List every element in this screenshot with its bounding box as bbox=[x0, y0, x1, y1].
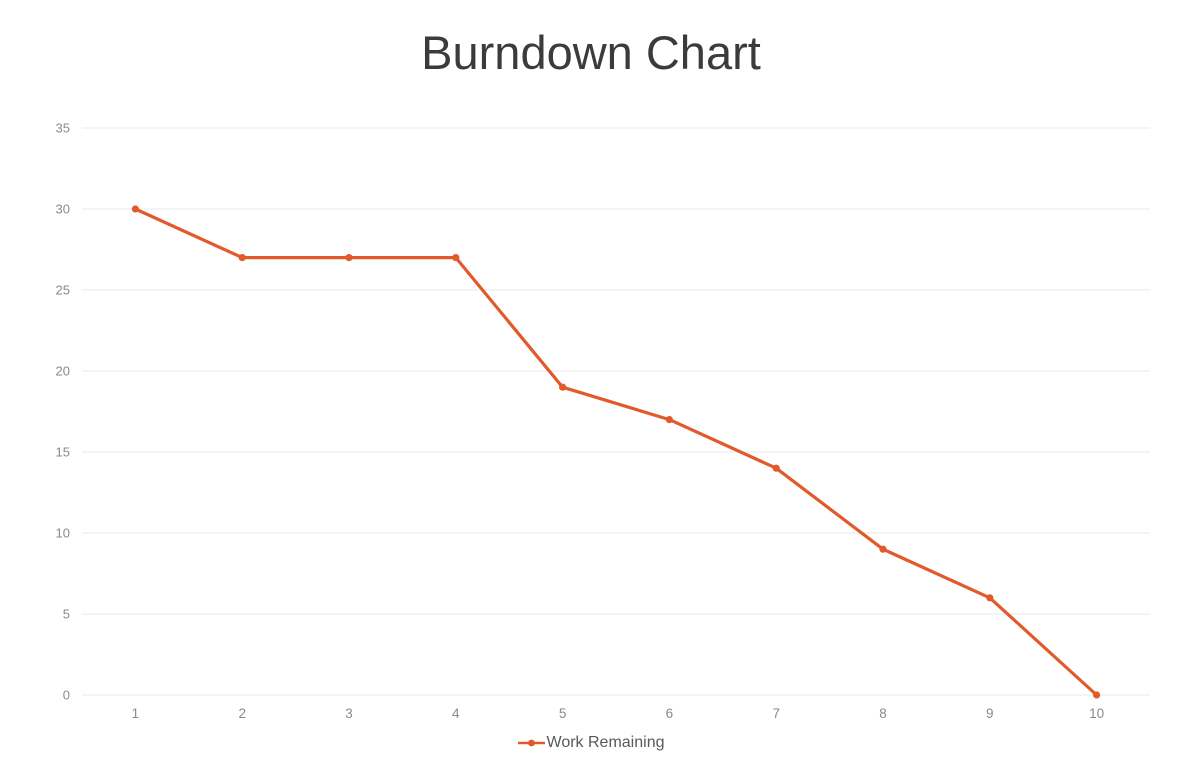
data-point-marker bbox=[879, 545, 887, 553]
x-tick-label: 4 bbox=[452, 706, 460, 721]
chart-title: Burndown Chart bbox=[421, 26, 761, 79]
y-tick-label: 0 bbox=[63, 688, 70, 703]
data-point-marker bbox=[238, 254, 246, 262]
series-line bbox=[133, 207, 1099, 697]
y-tick-label: 15 bbox=[56, 445, 70, 460]
data-point-marker bbox=[559, 383, 567, 391]
x-tick-label: 1 bbox=[132, 706, 140, 721]
y-tick-label: 5 bbox=[63, 607, 70, 622]
y-tick-label: 20 bbox=[56, 364, 70, 379]
x-tick-label: 5 bbox=[559, 706, 567, 721]
legend: Work Remaining bbox=[0, 730, 1182, 756]
data-point-marker bbox=[986, 594, 994, 602]
x-tick-label: 6 bbox=[666, 706, 674, 721]
data-point-marker bbox=[772, 464, 780, 472]
y-tick-label: 10 bbox=[56, 526, 70, 541]
x-tick-label: 9 bbox=[986, 706, 994, 721]
data-point-marker bbox=[452, 254, 460, 262]
x-tick-label: 7 bbox=[772, 706, 780, 721]
x-tick-label: 2 bbox=[238, 706, 246, 721]
data-point-marker bbox=[131, 205, 139, 213]
x-tick-label: 8 bbox=[879, 706, 887, 721]
data-point-marker bbox=[345, 254, 353, 262]
x-tick-label: 10 bbox=[1089, 706, 1104, 721]
legend-line-marker-icon bbox=[517, 739, 545, 747]
legend-label: Work Remaining bbox=[546, 734, 665, 751]
y-tick-label: 30 bbox=[56, 202, 70, 217]
data-point-marker bbox=[1093, 691, 1101, 699]
data-point-marker bbox=[665, 416, 674, 424]
x-tick-label: 3 bbox=[345, 706, 353, 721]
y-tick-label: 25 bbox=[56, 283, 70, 298]
y-tick-label: 35 bbox=[56, 121, 70, 136]
